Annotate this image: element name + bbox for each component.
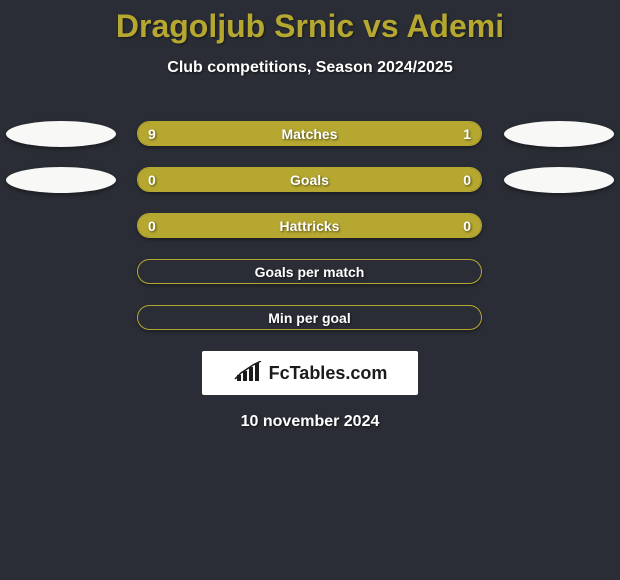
stat-row: Goals per match	[0, 259, 620, 285]
stat-bar: Min per goal	[137, 305, 482, 330]
stat-label: Matches	[281, 126, 337, 142]
stats-list: Matches 9 1 Goals 0 0 Hattricks 0 0 Goals per mat…	[0, 121, 620, 331]
stat-right-value: 0	[463, 218, 471, 234]
stat-bar: Hattricks 0 0	[137, 213, 482, 238]
stat-label: Min per goal	[268, 310, 350, 326]
stat-left-value: 0	[148, 172, 156, 188]
stat-label: Goals	[290, 172, 329, 188]
stat-bar: Goals 0 0	[137, 167, 482, 192]
date-text: 10 november 2024	[0, 413, 620, 431]
comparison-card: Dragoljub Srnic vs Ademi Club competitio…	[0, 0, 620, 431]
stat-row: Hattricks 0 0	[0, 213, 620, 239]
player-right-oval	[504, 121, 614, 147]
stat-left-value: 9	[148, 126, 156, 142]
stat-left-value: 0	[148, 218, 156, 234]
stat-row: Min per goal	[0, 305, 620, 331]
player-left-oval	[6, 167, 116, 193]
card-title: Dragoljub Srnic vs Ademi	[0, 8, 620, 45]
stat-row: Goals 0 0	[0, 167, 620, 193]
player-right-oval	[504, 167, 614, 193]
stat-right-value: 0	[463, 172, 471, 188]
source-logo[interactable]: FcTables.com	[202, 351, 418, 395]
chart-icon	[233, 361, 265, 385]
stat-bar: Matches 9 1	[137, 121, 482, 146]
stat-row: Matches 9 1	[0, 121, 620, 147]
player-left-oval	[6, 121, 116, 147]
stat-label: Goals per match	[255, 264, 365, 280]
stat-label: Hattricks	[280, 218, 340, 234]
stat-right-value: 1	[463, 126, 471, 142]
stat-bar: Goals per match	[137, 259, 482, 284]
stat-bar-left-seg	[138, 122, 406, 145]
source-logo-text: FcTables.com	[269, 363, 388, 384]
card-subtitle: Club competitions, Season 2024/2025	[0, 59, 620, 77]
